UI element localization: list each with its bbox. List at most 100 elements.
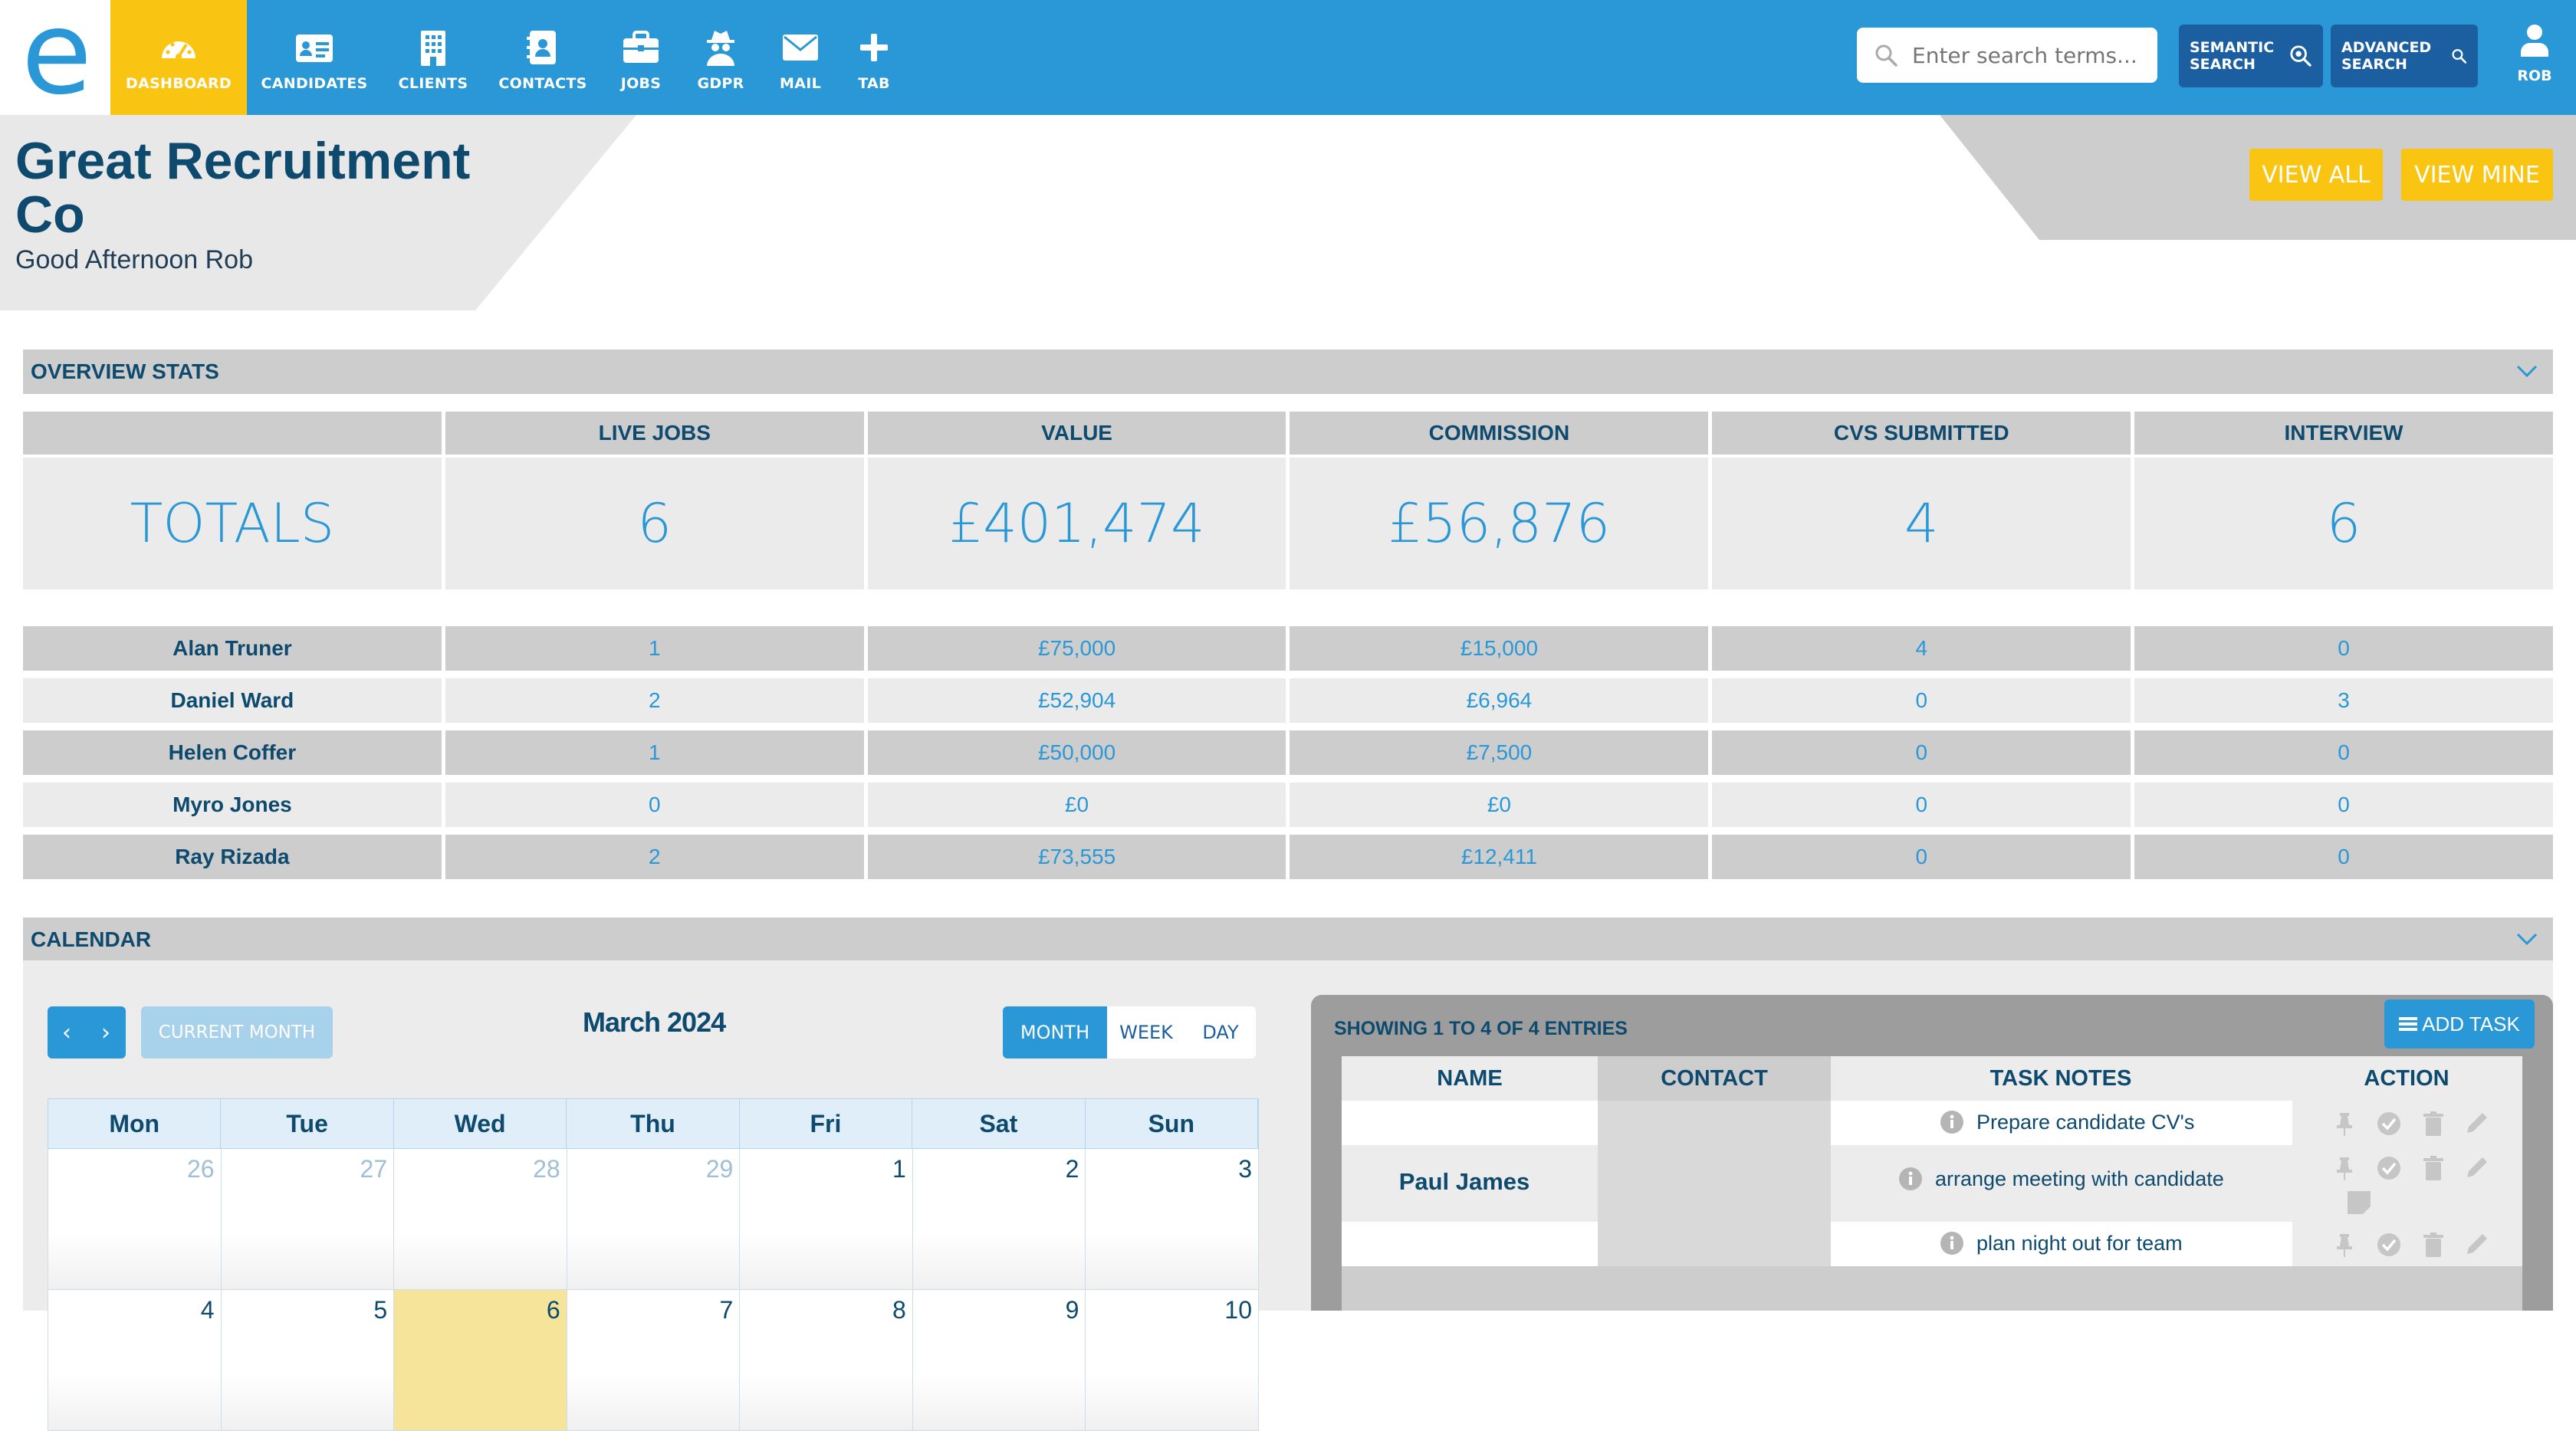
trash-icon[interactable] — [2420, 1156, 2447, 1180]
live-jobs-cell[interactable]: 2 — [445, 678, 864, 723]
search-input[interactable] — [1912, 42, 2157, 68]
calendar-day[interactable]: 28 — [394, 1149, 567, 1290]
commission-cell[interactable]: £0 — [1290, 783, 1709, 827]
chevron-down-icon[interactable] — [2516, 363, 2538, 379]
envelope-icon — [780, 28, 820, 67]
interview-cell[interactable]: 0 — [2134, 783, 2553, 827]
value-cell[interactable]: £73,555 — [867, 835, 1286, 879]
calendar-header[interactable]: CALENDAR — [23, 917, 2553, 962]
edit-icon[interactable] — [2464, 1111, 2492, 1136]
table-row[interactable]: plan night out for team — [1342, 1222, 2522, 1266]
consultant-name[interactable]: Daniel Ward — [170, 688, 294, 712]
nav-contacts[interactable]: CONTACTS — [485, 0, 601, 115]
calendar-panel: ‹ › CURRENT MONTH March 2024 MONTH WEEK … — [23, 960, 2553, 1431]
live-jobs-cell[interactable]: 2 — [445, 835, 864, 879]
search-box[interactable] — [1857, 28, 2157, 83]
live-jobs-cell[interactable]: 1 — [445, 730, 864, 775]
nav-candidates[interactable]: CANDIDATES — [247, 0, 382, 115]
consultant-name[interactable]: Alan Truner — [172, 636, 292, 660]
cvs-cell[interactable]: 0 — [1712, 835, 2131, 879]
table-row[interactable]: Paul James arrange meeting with candidat… — [1342, 1145, 2522, 1222]
advanced-search-button[interactable]: ADVANCED SEARCH — [2331, 25, 2478, 87]
view-mine-button[interactable]: VIEW MINE — [2401, 149, 2553, 201]
trash-icon[interactable] — [2420, 1111, 2447, 1136]
nav-dashboard[interactable]: DASHBOARD — [110, 0, 247, 115]
value-cell[interactable]: £50,000 — [867, 730, 1286, 775]
calendar-day[interactable]: 4 — [48, 1290, 222, 1431]
consultant-name[interactable]: Ray Rizada — [175, 845, 290, 868]
semantic-search-button[interactable]: SEMANTIC SEARCH — [2179, 25, 2323, 87]
interview-cell[interactable]: 0 — [2134, 835, 2553, 879]
commission-cell[interactable]: £6,964 — [1290, 678, 1709, 723]
pin-icon[interactable] — [2331, 1156, 2358, 1180]
live-jobs-cell[interactable]: 0 — [445, 783, 864, 827]
add-task-button[interactable]: ADD TASK — [2384, 999, 2535, 1049]
add-task-label: ADD TASK — [2422, 1012, 2520, 1036]
calendar-day[interactable]: 29 — [567, 1149, 741, 1290]
pin-icon[interactable] — [2331, 1111, 2358, 1136]
column-header-contact[interactable]: CONTACT — [1598, 1056, 1831, 1101]
consultant-name[interactable]: Helen Coffer — [168, 740, 297, 764]
chevron-down-icon[interactable] — [2516, 931, 2538, 947]
info-icon[interactable] — [1940, 1110, 1964, 1134]
consultant-name[interactable]: Myro Jones — [172, 793, 292, 816]
note-icon[interactable] — [2346, 1190, 2372, 1216]
dow-label: Fri — [740, 1099, 913, 1148]
logo[interactable]: e — [0, 0, 110, 115]
month-view-button[interactable]: MONTH — [1003, 1006, 1107, 1058]
commission-cell[interactable]: £15,000 — [1290, 626, 1709, 671]
nav-mail[interactable]: MAIL — [761, 0, 840, 115]
check-icon[interactable] — [2375, 1111, 2403, 1136]
value-cell[interactable]: £75,000 — [867, 626, 1286, 671]
commission-cell[interactable]: £12,411 — [1290, 835, 1709, 879]
info-icon[interactable] — [1940, 1231, 1964, 1255]
interview-cell[interactable]: 0 — [2134, 626, 2553, 671]
live-jobs-cell[interactable]: 1 — [445, 626, 864, 671]
next-month-button[interactable]: › — [86, 1006, 126, 1058]
calendar-day[interactable]: 27 — [221, 1149, 395, 1290]
column-header-name[interactable]: NAME — [1437, 1065, 1503, 1091]
value-cell[interactable]: £0 — [867, 783, 1286, 827]
calendar-day[interactable]: 9 — [912, 1290, 1086, 1431]
cvs-cell[interactable]: 4 — [1712, 626, 2131, 671]
value-cell[interactable]: £52,904 — [867, 678, 1286, 723]
check-icon[interactable] — [2375, 1156, 2403, 1180]
task-name[interactable]: Paul James — [1398, 1168, 1530, 1195]
table-row[interactable]: Prepare candidate CV's — [1342, 1101, 2522, 1145]
calendar-day[interactable]: 5 — [221, 1290, 395, 1431]
calendar-day[interactable]: 7 — [567, 1290, 741, 1431]
week-view-button[interactable]: WEEK — [1119, 1022, 1173, 1043]
nav-jobs[interactable]: JOBS — [601, 0, 681, 115]
view-all-button[interactable]: VIEW ALL — [2249, 149, 2383, 201]
cvs-cell[interactable]: 0 — [1712, 783, 2131, 827]
calendar-day-today[interactable]: 6 — [394, 1290, 567, 1431]
calendar-day[interactable]: 3 — [1086, 1149, 1259, 1290]
pin-icon[interactable] — [2331, 1232, 2358, 1257]
trash-icon[interactable] — [2420, 1232, 2447, 1257]
cvs-cell[interactable]: 0 — [1712, 678, 2131, 723]
commission-cell[interactable]: £7,500 — [1290, 730, 1709, 775]
current-month-button[interactable]: CURRENT MONTH — [141, 1006, 333, 1058]
calendar-day[interactable]: 8 — [740, 1290, 913, 1431]
check-icon[interactable] — [2375, 1232, 2403, 1257]
edit-icon[interactable] — [2464, 1232, 2492, 1257]
info-icon[interactable] — [1898, 1167, 1923, 1191]
column-header-task-notes[interactable]: TASK NOTES — [1990, 1065, 2132, 1091]
day-view-button[interactable]: DAY — [1202, 1022, 1239, 1043]
prev-month-button[interactable]: ‹ — [48, 1006, 86, 1058]
nav-add-tab[interactable]: TAB — [840, 0, 908, 115]
calendar-day[interactable]: 2 — [912, 1149, 1086, 1290]
edit-icon[interactable] — [2464, 1156, 2492, 1180]
overview-stats-header[interactable]: OVERVIEW STATS — [23, 350, 2553, 394]
dow-label: Sun — [1086, 1099, 1258, 1148]
interview-cell[interactable]: 0 — [2134, 730, 2553, 775]
calendar-day[interactable]: 1 — [740, 1149, 913, 1290]
task-note: Prepare candidate CV's — [1940, 1110, 2194, 1134]
calendar-day[interactable]: 10 — [1086, 1290, 1259, 1431]
user-menu[interactable]: ROB — [2507, 23, 2562, 100]
calendar-day[interactable]: 26 — [48, 1149, 222, 1290]
interview-cell[interactable]: 3 — [2134, 678, 2553, 723]
nav-clients[interactable]: CLIENTS — [382, 0, 485, 115]
cvs-cell[interactable]: 0 — [1712, 730, 2131, 775]
nav-gdpr[interactable]: GDPR — [681, 0, 761, 115]
